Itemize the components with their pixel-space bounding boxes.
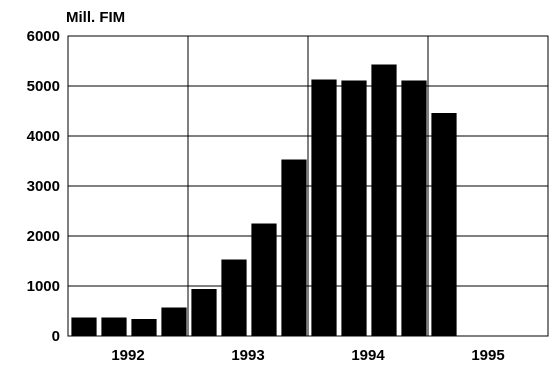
- x-tick-label: 1995: [471, 347, 504, 364]
- bar: [311, 79, 337, 336]
- grid-lines: [68, 36, 548, 336]
- x-tick-label: 1994: [351, 347, 385, 364]
- y-tick-label: 0: [52, 328, 60, 345]
- bar-series: [71, 64, 457, 336]
- y-tick-label: 6000: [27, 28, 60, 45]
- bar: [221, 259, 247, 336]
- bar: [71, 317, 97, 336]
- y-tick-label: 4000: [27, 128, 60, 145]
- plot-frame: [67, 35, 549, 337]
- y-tick-label: 1000: [27, 278, 60, 295]
- bar: [401, 80, 427, 336]
- bar: [161, 307, 187, 336]
- x-tick-label: 1993: [231, 347, 264, 364]
- bar: [431, 113, 457, 336]
- bar: [371, 64, 397, 336]
- bar: [101, 317, 127, 336]
- x-axis: 1992 1993 1994 1995: [111, 347, 504, 364]
- y-tick-label: 5000: [27, 78, 60, 95]
- x-tick-label: 1992: [111, 347, 144, 364]
- y-axis-unit-label: Mill. FIM: [66, 9, 125, 26]
- y-axis: 0 1000 2000 3000 4000 5000 6000: [27, 28, 60, 345]
- y-tick-label: 2000: [27, 228, 60, 245]
- bar: [191, 289, 217, 336]
- bar: [251, 223, 277, 336]
- bar: [131, 319, 157, 336]
- y-tick-label: 3000: [27, 178, 60, 195]
- bar: [281, 159, 307, 336]
- bar: [341, 80, 367, 336]
